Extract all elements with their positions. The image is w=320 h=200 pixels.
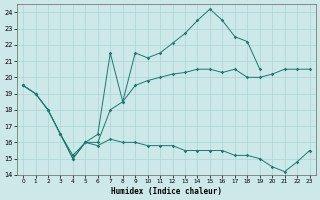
X-axis label: Humidex (Indice chaleur): Humidex (Indice chaleur) [111, 187, 222, 196]
